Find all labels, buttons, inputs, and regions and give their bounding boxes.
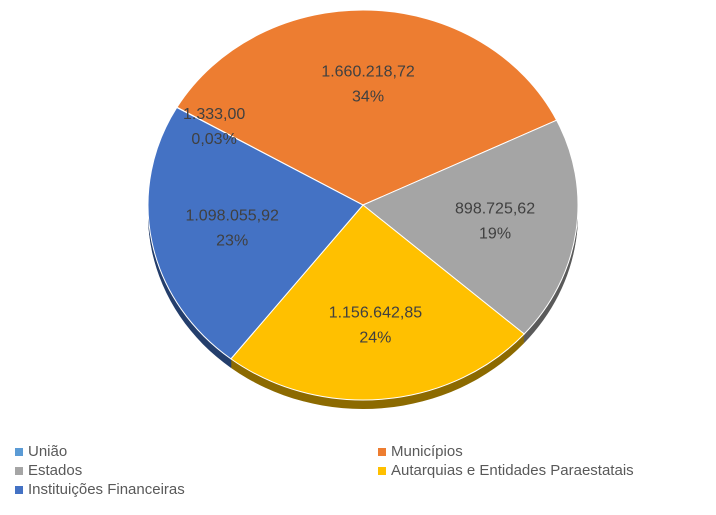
percent-label: 0,03% bbox=[191, 131, 236, 148]
legend-swatch bbox=[378, 467, 386, 475]
value-label: 1.156.642,85 bbox=[329, 305, 423, 322]
slice bbox=[362, 119, 579, 335]
legend-swatch bbox=[378, 448, 386, 456]
value-label: 1.333,00 bbox=[183, 106, 245, 123]
legend-swatch bbox=[15, 486, 23, 494]
percent-label: 24% bbox=[359, 330, 391, 347]
value-label: 1.660.218,72 bbox=[321, 63, 415, 80]
legend-label: União bbox=[28, 443, 67, 460]
legend-label: Instituições Financeiras bbox=[28, 481, 185, 498]
legend-swatch bbox=[15, 448, 23, 456]
slice bbox=[176, 9, 558, 206]
legend-label: Autarquias e Entidades Paraestatais bbox=[391, 462, 634, 479]
legend-label: Municípios bbox=[391, 443, 463, 460]
value-label: 898.725,62 bbox=[455, 201, 535, 218]
legend-label: Estados bbox=[28, 462, 82, 479]
legend-swatch bbox=[15, 467, 23, 475]
slice bbox=[147, 106, 364, 360]
value-label: 1.098.055,92 bbox=[185, 207, 279, 224]
percent-label: 34% bbox=[352, 88, 384, 105]
percent-label: 19% bbox=[479, 226, 511, 243]
slice bbox=[230, 204, 525, 401]
percent-label: 23% bbox=[216, 232, 248, 249]
